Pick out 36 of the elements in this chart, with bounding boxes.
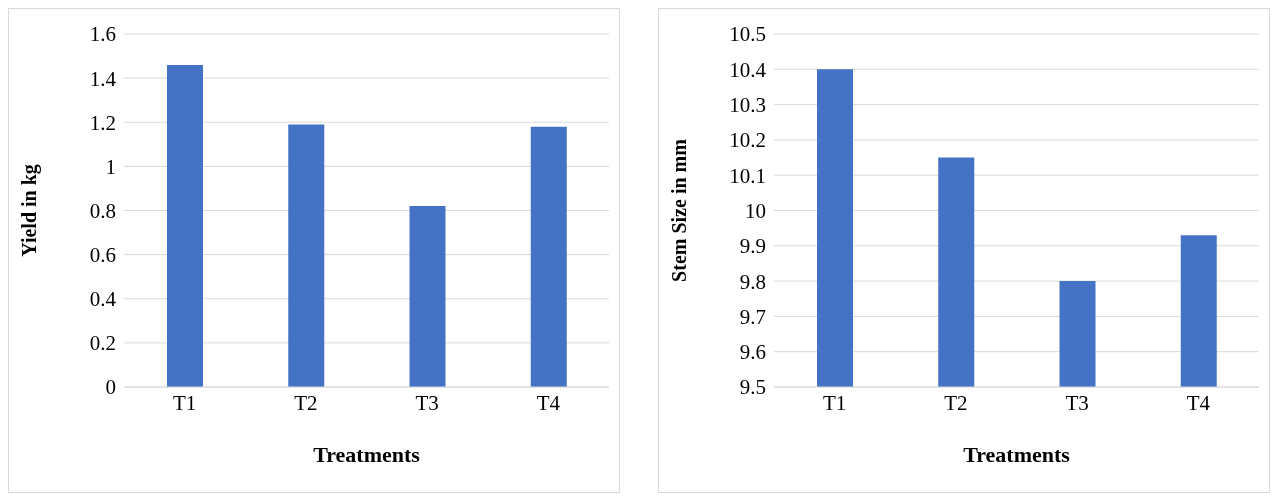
y-tick-label: 0.8 — [89, 198, 116, 223]
y-axis-title: Yield in kg — [18, 164, 42, 257]
y-tick-label: 1.2 — [89, 110, 116, 135]
bar — [409, 206, 446, 387]
x-tick-label: T3 — [1065, 390, 1089, 415]
y-tick-label: 10.5 — [729, 22, 766, 47]
bar — [167, 64, 203, 387]
y-tick-label: 9.5 — [739, 375, 766, 400]
y-tick-label: 9.8 — [739, 269, 766, 294]
y-tick-label: 9.7 — [739, 304, 766, 329]
x-tick-label: T1 — [172, 390, 197, 415]
x-tick-label: T3 — [415, 390, 439, 415]
x-tick-label: T1 — [822, 390, 847, 415]
bar — [530, 126, 567, 387]
y-tick-label: 10.3 — [729, 93, 766, 118]
x-tick-label: T4 — [536, 390, 561, 415]
y-tick-label: 1 — [105, 154, 116, 179]
y-tick-label: 10.1 — [729, 163, 766, 188]
y-tick-label: 0.2 — [89, 331, 116, 356]
y-tick-label: 1.6 — [89, 22, 116, 47]
y-tick-label: 10.4 — [729, 57, 767, 82]
x-axis-title: Treatments — [963, 442, 1071, 467]
y-tick-label: 0.6 — [89, 243, 116, 268]
y-tick-label: 1.4 — [89, 66, 117, 91]
x-tick-label: T4 — [1186, 390, 1211, 415]
y-axis-title: Stem Size in mm — [668, 138, 691, 282]
y-tick-label: 10.2 — [729, 128, 766, 153]
x-tick-label: T2 — [294, 390, 318, 415]
bar — [288, 124, 325, 387]
y-tick-label: 0 — [105, 375, 116, 400]
y-tick-label: 0.4 — [89, 287, 117, 312]
y-tick-label: 10 — [745, 198, 766, 223]
y-tick-label: 9.6 — [739, 340, 766, 365]
y-tick-label: 9.9 — [739, 234, 766, 259]
x-tick-label: T2 — [944, 390, 968, 415]
x-axis-title: Treatments — [313, 442, 421, 467]
